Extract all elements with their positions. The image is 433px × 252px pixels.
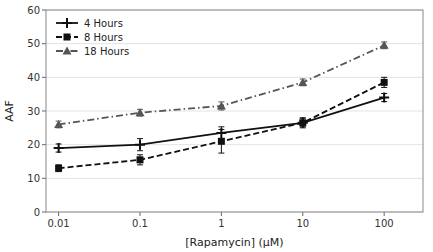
legend: 4 Hours 8 Hours 18 Hours <box>56 18 129 57</box>
tick-mark <box>42 178 46 179</box>
tick-mark <box>42 10 46 11</box>
series <box>54 93 390 154</box>
error-bar <box>56 165 62 172</box>
tick-mark <box>58 212 59 216</box>
point <box>379 93 389 103</box>
legend-label: 4 Hours <box>84 18 123 29</box>
x-axis-label: [Rapamycin] (μM) <box>185 236 283 249</box>
tick-label: 1 <box>218 218 224 229</box>
tick-label: 10 <box>27 173 40 184</box>
tick-label: 10 <box>296 218 309 229</box>
error-bar <box>381 77 387 87</box>
series-line <box>59 98 385 149</box>
point <box>54 143 64 153</box>
tick-label: 60 <box>27 5 40 16</box>
point <box>381 79 388 86</box>
grid-line <box>46 178 423 179</box>
tick-label: 50 <box>27 38 40 49</box>
point <box>218 138 225 145</box>
tick-label: 40 <box>27 72 40 83</box>
tick-mark <box>42 212 46 213</box>
point <box>299 119 306 126</box>
legend-label: 8 Hours <box>84 32 123 43</box>
page: {"chart_data": { "type": "line", "xlabel… <box>0 0 433 252</box>
tick-mark <box>42 144 46 145</box>
legend-label: 18 Hours <box>84 46 129 57</box>
point <box>55 165 62 172</box>
point <box>54 120 63 128</box>
tick-label: 20 <box>27 139 40 150</box>
series-line <box>59 82 385 168</box>
tick-mark <box>139 212 140 216</box>
grid-line <box>46 77 423 78</box>
point <box>136 156 143 163</box>
tick-label: 0.01 <box>47 218 69 229</box>
tick-label: 0 <box>34 207 40 218</box>
legend-marker <box>63 47 72 55</box>
error-bar <box>300 118 306 128</box>
grid-line <box>46 144 423 145</box>
error-bar <box>218 130 224 154</box>
axes: 0 10 20 30 40 50 60 0.01 0.1 1 10 100 <box>27 5 423 230</box>
tick-label: 100 <box>375 218 394 229</box>
tick-label: 30 <box>27 106 40 117</box>
point <box>380 41 389 49</box>
y-axis-label: AAF <box>3 100 16 122</box>
grid-line <box>46 43 423 44</box>
point <box>135 108 144 116</box>
point <box>217 101 226 109</box>
legend-marker <box>64 34 71 41</box>
point <box>135 140 145 150</box>
series <box>55 77 388 171</box>
tick-mark <box>221 212 222 216</box>
series-line <box>59 45 385 124</box>
tick-label: 0.1 <box>132 218 148 229</box>
tick-mark <box>384 212 385 216</box>
tick-mark <box>302 212 303 216</box>
legend-marker <box>62 18 72 28</box>
error-bar <box>137 155 143 165</box>
data <box>54 41 390 172</box>
chart: 0 10 20 30 40 50 60 0.01 0.1 1 10 100 [Rapamycin] (μ… <box>0 0 433 252</box>
series <box>54 41 389 128</box>
plot-frame <box>46 10 423 212</box>
grid-line <box>46 111 423 112</box>
point <box>298 118 308 128</box>
tick-mark <box>42 111 46 112</box>
tick-mark <box>42 77 46 78</box>
plot-background <box>46 10 423 212</box>
error-bar <box>300 119 306 127</box>
tick-mark <box>42 43 46 44</box>
point <box>298 78 307 86</box>
